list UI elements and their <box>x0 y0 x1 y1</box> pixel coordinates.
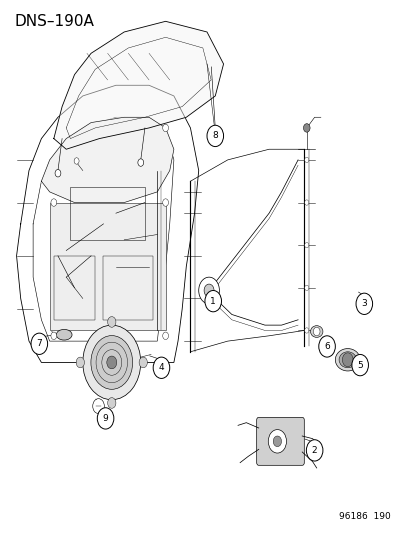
Circle shape <box>304 157 308 163</box>
Circle shape <box>97 408 114 429</box>
FancyBboxPatch shape <box>256 417 304 465</box>
Circle shape <box>139 357 147 368</box>
Circle shape <box>91 336 132 389</box>
Ellipse shape <box>335 349 359 371</box>
Circle shape <box>107 317 116 327</box>
Circle shape <box>162 199 168 206</box>
Polygon shape <box>17 85 198 362</box>
Text: 6: 6 <box>323 342 329 351</box>
Circle shape <box>273 436 281 447</box>
Bar <box>103 256 153 320</box>
Circle shape <box>318 336 335 357</box>
Text: 8: 8 <box>212 132 218 140</box>
Circle shape <box>51 332 57 340</box>
Ellipse shape <box>338 352 356 368</box>
Circle shape <box>162 124 168 132</box>
Ellipse shape <box>310 326 322 337</box>
Circle shape <box>304 285 308 290</box>
Circle shape <box>83 325 140 400</box>
Circle shape <box>55 169 61 177</box>
Circle shape <box>304 243 308 248</box>
Circle shape <box>268 430 286 453</box>
Text: 2: 2 <box>311 446 317 455</box>
Circle shape <box>204 284 214 297</box>
Circle shape <box>206 125 223 147</box>
Circle shape <box>342 353 352 367</box>
Circle shape <box>107 398 116 408</box>
Circle shape <box>76 357 84 368</box>
Circle shape <box>51 199 57 206</box>
Circle shape <box>204 290 221 312</box>
Circle shape <box>355 293 372 314</box>
Text: 96186  190: 96186 190 <box>339 512 390 521</box>
Circle shape <box>303 124 309 132</box>
Circle shape <box>198 277 219 304</box>
Circle shape <box>153 357 169 378</box>
Circle shape <box>351 354 368 376</box>
Bar <box>54 256 95 320</box>
Text: 3: 3 <box>361 300 366 308</box>
Text: 9: 9 <box>102 414 108 423</box>
Text: 7: 7 <box>36 340 42 348</box>
Circle shape <box>162 332 168 340</box>
Text: 1: 1 <box>210 297 216 305</box>
Circle shape <box>138 159 143 166</box>
Bar <box>70 187 145 240</box>
Circle shape <box>313 327 319 336</box>
Circle shape <box>304 328 308 333</box>
Text: 4: 4 <box>158 364 164 372</box>
Ellipse shape <box>56 329 72 340</box>
Circle shape <box>306 440 322 461</box>
Circle shape <box>93 399 104 414</box>
Polygon shape <box>41 117 173 203</box>
Bar <box>50 203 165 330</box>
Text: 5: 5 <box>356 361 362 369</box>
Circle shape <box>74 158 79 164</box>
Circle shape <box>31 333 47 354</box>
Polygon shape <box>54 21 223 149</box>
Circle shape <box>304 200 308 205</box>
Circle shape <box>107 356 116 369</box>
Text: DNS–190A: DNS–190A <box>14 14 94 29</box>
